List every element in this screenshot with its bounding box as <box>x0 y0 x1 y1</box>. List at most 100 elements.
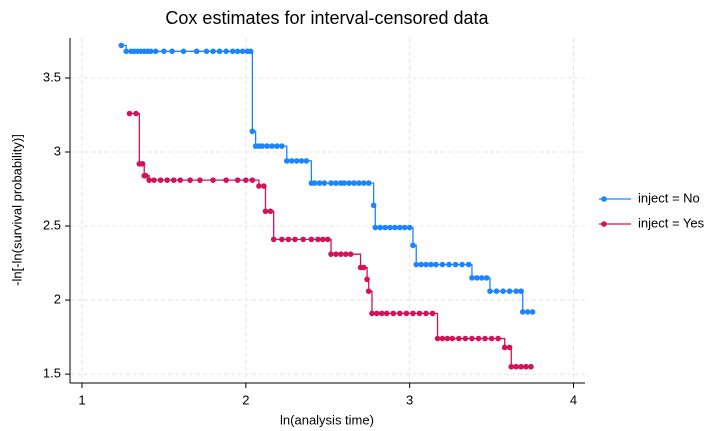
marker <box>465 261 472 268</box>
y-tick-label: 2.5 <box>43 217 61 232</box>
marker <box>383 310 390 317</box>
marker <box>439 261 446 268</box>
marker <box>249 177 256 183</box>
marker <box>328 251 334 257</box>
marker <box>264 143 270 149</box>
marker <box>446 261 452 268</box>
marker <box>243 177 249 183</box>
marker <box>518 288 524 294</box>
marker <box>300 236 306 243</box>
legend-marker <box>601 196 607 202</box>
marker <box>387 224 393 231</box>
marker <box>360 180 367 186</box>
legend-marker <box>601 221 607 227</box>
marker <box>501 344 508 351</box>
marker <box>210 177 216 183</box>
x-tick-label: 4 <box>570 392 577 407</box>
marker <box>469 335 475 342</box>
marker <box>157 177 164 183</box>
marker <box>482 335 488 342</box>
marker <box>478 275 485 281</box>
marker <box>315 236 321 243</box>
marker <box>506 344 513 351</box>
marker <box>311 180 318 186</box>
marker <box>123 48 130 55</box>
marker <box>495 335 501 342</box>
marker <box>392 224 398 231</box>
marker <box>126 110 133 117</box>
marker <box>459 261 465 268</box>
marker <box>143 172 149 179</box>
marker <box>483 275 490 281</box>
marker <box>347 251 354 257</box>
marker <box>262 208 269 215</box>
marker <box>320 236 326 243</box>
marker <box>346 180 352 186</box>
marker <box>508 363 515 370</box>
marker <box>365 180 372 186</box>
marker <box>293 158 300 164</box>
marker <box>177 177 184 183</box>
marker <box>529 309 536 315</box>
marker <box>180 48 187 55</box>
marker <box>239 48 246 55</box>
marker <box>274 143 280 149</box>
marker <box>369 310 375 317</box>
marker <box>187 177 193 183</box>
marker <box>169 48 175 55</box>
marker <box>283 158 290 164</box>
marker <box>410 310 416 317</box>
marker <box>449 335 456 342</box>
y-tick-label: 2 <box>54 292 61 307</box>
marker <box>234 48 241 55</box>
marker <box>372 224 379 231</box>
marker <box>118 42 125 49</box>
marker <box>487 288 493 294</box>
marker <box>364 276 370 283</box>
marker <box>229 48 236 55</box>
marker <box>462 335 469 342</box>
marker <box>333 251 339 257</box>
y-tick-label: 1.5 <box>43 366 61 381</box>
marker <box>506 288 513 294</box>
marker <box>418 261 424 268</box>
marker <box>261 183 267 189</box>
marker <box>223 48 229 55</box>
marker <box>390 310 397 317</box>
marker <box>524 309 531 315</box>
marker <box>147 48 154 55</box>
marker <box>298 158 305 164</box>
x-tick-label: 3 <box>406 392 413 407</box>
marker <box>338 251 344 257</box>
y-tick-label: 3.5 <box>43 69 61 84</box>
marker <box>161 48 167 55</box>
marker <box>513 288 519 294</box>
marker <box>170 177 177 183</box>
marker <box>288 158 295 164</box>
marker <box>223 177 229 183</box>
legend-label: inject = Yes <box>638 215 705 230</box>
marker <box>397 224 403 231</box>
marker <box>433 261 439 268</box>
marker <box>193 48 200 55</box>
marker <box>474 275 480 281</box>
marker <box>316 180 323 186</box>
marker <box>423 261 429 268</box>
marker <box>216 48 223 55</box>
x-tick-label: 2 <box>242 392 249 407</box>
marker <box>267 208 274 215</box>
marker <box>401 224 408 231</box>
marker <box>403 310 410 317</box>
marker <box>518 363 524 370</box>
x-tick-label: 1 <box>78 392 85 407</box>
marker <box>342 251 349 257</box>
marker <box>434 335 441 342</box>
marker <box>382 224 388 231</box>
marker <box>456 335 462 342</box>
marker <box>406 224 413 231</box>
marker <box>303 158 310 164</box>
marker <box>410 242 416 249</box>
marker <box>397 310 403 317</box>
marker <box>374 310 380 317</box>
